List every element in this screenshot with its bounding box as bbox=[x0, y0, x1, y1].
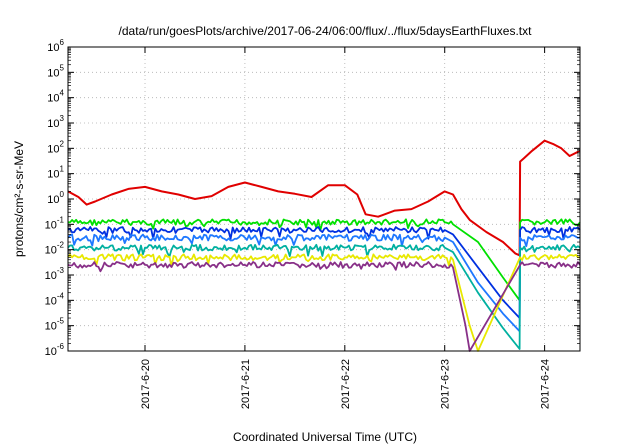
series-line bbox=[67, 233, 581, 333]
y-tick-label: 100 bbox=[47, 190, 64, 206]
y-tick-label: 10-2 bbox=[45, 241, 65, 257]
x-axis-label: Coordinated Universal Time (UTC) bbox=[233, 430, 417, 444]
y-tick-label: 10-5 bbox=[45, 317, 65, 333]
x-tick-label: 2017-6-22 bbox=[340, 359, 352, 409]
y-tick-label: 101 bbox=[47, 165, 64, 181]
x-tick-label: 2017-6-24 bbox=[540, 359, 552, 409]
y-tick-label: 104 bbox=[47, 89, 64, 105]
x-tick-label: 2017-6-21 bbox=[240, 359, 252, 409]
y-axis-label: protons/cm²-s-sr-MeV bbox=[12, 141, 26, 257]
y-axis: 10-6 10-5 10-4 10-3 10-2 10-1 100 101 102 103 104 1… bbox=[45, 38, 580, 358]
x-tick-label: 2017-6-23 bbox=[440, 359, 452, 409]
chart-title: /data/run/goesPlots/archive/2017-06-24/0… bbox=[119, 24, 533, 38]
series-layer bbox=[67, 139, 581, 352]
series-line bbox=[67, 226, 581, 319]
series-line bbox=[68, 218, 581, 302]
y-tick-label: 103 bbox=[47, 114, 64, 130]
x-axis: 2017-6-20 2017-6-21 2017-6-22 2017-6-23 2017… bbox=[140, 47, 552, 409]
y-tick-label: 10-3 bbox=[45, 266, 65, 282]
series-line bbox=[67, 139, 581, 257]
series-line bbox=[67, 253, 580, 352]
series-line bbox=[67, 243, 581, 350]
y-tick-label: 102 bbox=[47, 139, 64, 155]
y-tick-label: 10-6 bbox=[45, 342, 65, 358]
grid bbox=[68, 47, 580, 351]
y-tick-label: 105 bbox=[47, 63, 64, 79]
x-tick-label: 2017-6-20 bbox=[140, 359, 152, 409]
series-line bbox=[67, 261, 581, 352]
y-tick-label: 10-4 bbox=[45, 291, 65, 307]
y-tick-label: 10-1 bbox=[45, 215, 65, 231]
y-tick-label: 106 bbox=[47, 38, 64, 54]
